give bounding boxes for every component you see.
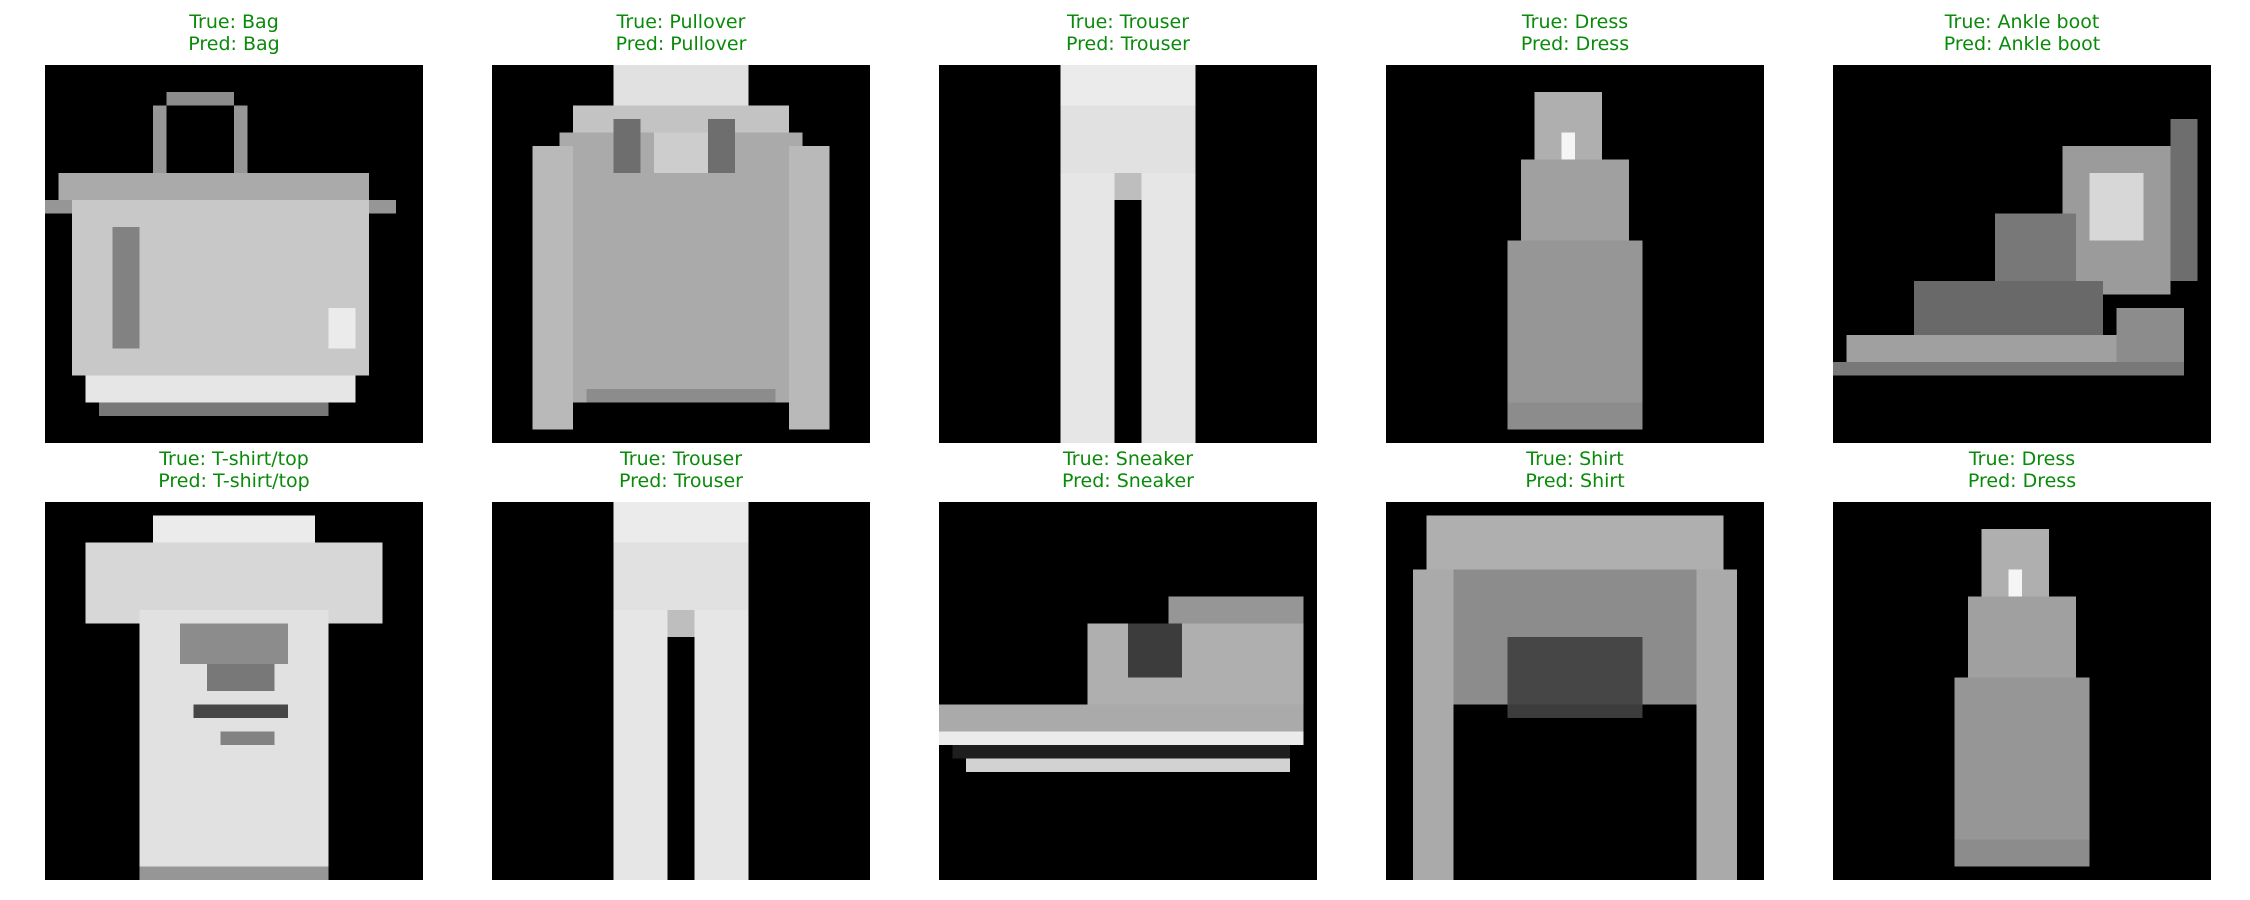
true-label: True: Pullover (616, 11, 746, 33)
true-label: True: Trouser (619, 448, 743, 470)
pred-label: Pred: T-shirt/top (158, 470, 310, 492)
true-label: True: Trouser (1066, 11, 1190, 33)
pred-label: Pred: Trouser (1066, 33, 1190, 55)
prediction-panel: True: Sneaker Pred: Sneaker (939, 448, 1317, 880)
pred-label: Pred: Pullover (615, 33, 747, 55)
pred-label: Pred: Ankle boot (1943, 33, 2101, 55)
prediction-panel: True: Shirt Pred: Shirt (1386, 448, 1764, 880)
true-label: True: Shirt (1526, 448, 1624, 470)
pred-label: Pred: Bag (188, 33, 280, 55)
pullover-image (492, 65, 870, 443)
pred-label: Pred: Trouser (619, 470, 743, 492)
true-label: True: T-shirt/top (159, 448, 309, 470)
true-label: True: Bag (189, 11, 279, 33)
true-label: True: Dress (1521, 11, 1629, 33)
prediction-panel: True: Dress Pred: Dress (1386, 11, 1764, 443)
pred-label: Pred: Shirt (1525, 470, 1625, 492)
sneaker-image (939, 502, 1317, 880)
tshirt-image (45, 502, 423, 880)
prediction-panel: True: Pullover Pred: Pullover (492, 11, 870, 443)
true-label: True: Ankle boot (1944, 11, 2100, 33)
trouser-image (939, 65, 1317, 443)
ankle-boot-image (1833, 65, 2211, 443)
prediction-panel: True: Ankle boot Pred: Ankle boot (1833, 11, 2211, 443)
pred-label: Pred: Sneaker (1062, 470, 1194, 492)
trouser-image (492, 502, 870, 880)
dress-image (1833, 502, 2211, 880)
pred-label: Pred: Dress (1967, 470, 2077, 492)
dress-image (1386, 65, 1764, 443)
prediction-panel: True: Dress Pred: Dress (1833, 448, 2211, 880)
prediction-panel: True: Trouser Pred: Trouser (492, 448, 870, 880)
prediction-panel: True: Bag Pred: Bag (45, 11, 423, 443)
true-label: True: Sneaker (1062, 448, 1194, 470)
bag-image (45, 65, 423, 443)
shirt-image (1386, 502, 1764, 880)
pred-label: Pred: Dress (1520, 33, 1630, 55)
prediction-panel: True: T-shirt/top Pred: T-shirt/top (45, 448, 423, 880)
true-label: True: Dress (1968, 448, 2076, 470)
prediction-panel: True: Trouser Pred: Trouser (939, 11, 1317, 443)
